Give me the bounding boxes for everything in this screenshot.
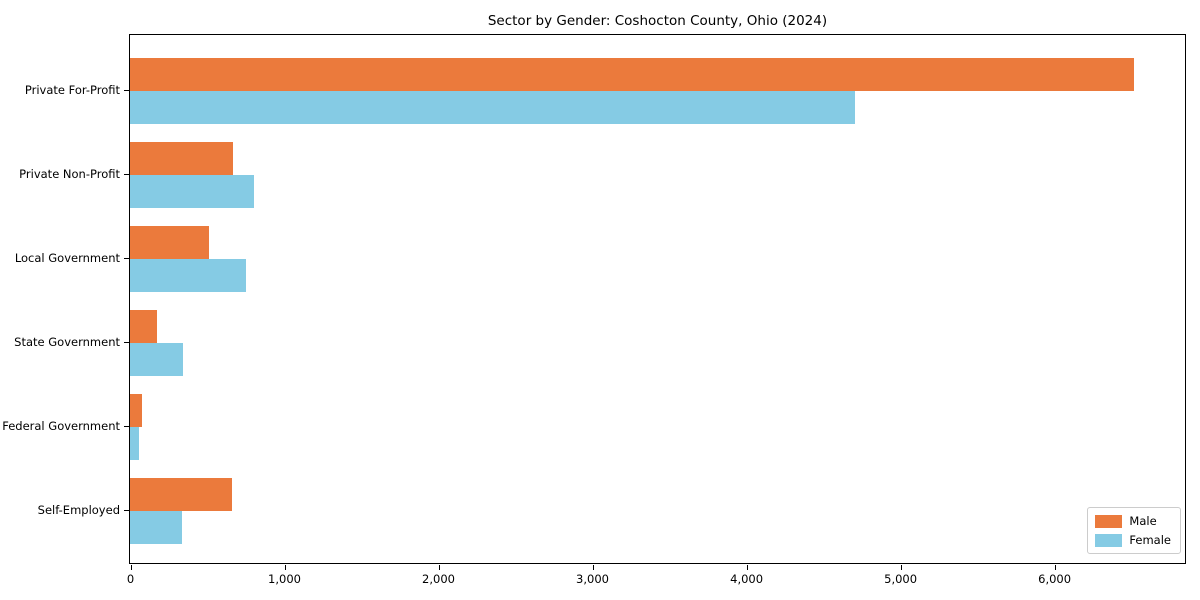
legend-label-male: Male xyxy=(1129,514,1157,528)
bar-female-private-for-profit xyxy=(130,91,856,124)
bar-male-self-employed xyxy=(130,478,233,511)
ytick-mark xyxy=(124,90,129,92)
legend-item-male: Male xyxy=(1095,514,1171,528)
bar-female-local-government xyxy=(130,259,247,292)
ytick-label-federal-government: Federal Government xyxy=(2,419,120,433)
xtick-label-0: 0 xyxy=(126,572,135,586)
legend-swatch-male xyxy=(1095,514,1123,528)
xtick-mark xyxy=(592,565,594,570)
xtick-mark xyxy=(900,565,902,570)
ytick-label-private-non-profit: Private Non-Profit xyxy=(19,167,120,181)
xtick-mark xyxy=(746,565,748,570)
ytick-mark xyxy=(124,174,129,176)
xtick-label-3000: 3,000 xyxy=(576,572,609,586)
bar-male-federal-government xyxy=(130,394,143,427)
xtick-label-1000: 1,000 xyxy=(268,572,301,586)
ytick-label-self-employed: Self-Employed xyxy=(37,503,120,517)
ytick-mark xyxy=(124,342,129,344)
bar-male-private-non-profit xyxy=(130,142,234,175)
bar-male-local-government xyxy=(130,226,209,259)
bar-male-state-government xyxy=(130,310,158,343)
bar-female-private-non-profit xyxy=(130,175,254,208)
legend-label-female: Female xyxy=(1129,533,1171,547)
xtick-label-5000: 5,000 xyxy=(884,572,918,586)
legend: Male Female xyxy=(1087,507,1181,554)
bar-male-private-for-profit xyxy=(130,58,1135,91)
xtick-mark xyxy=(1054,565,1056,570)
plot-area: Male Female xyxy=(129,34,1186,564)
bar-female-self-employed xyxy=(130,511,182,544)
legend-swatch-female xyxy=(1095,533,1123,547)
ytick-mark xyxy=(124,426,129,428)
ytick-mark xyxy=(124,258,129,260)
ytick-label-local-government: Local Government xyxy=(14,251,120,265)
bar-female-federal-government xyxy=(130,427,140,460)
chart-title: Sector by Gender: Coshocton County, Ohio… xyxy=(487,13,828,29)
xtick-mark xyxy=(438,565,440,570)
ytick-label-state-government: State Government xyxy=(14,335,120,349)
xtick-label-4000: 4,000 xyxy=(730,572,764,586)
xtick-label-2000: 2,000 xyxy=(422,572,455,586)
xtick-label-6000: 6,000 xyxy=(1038,572,1072,586)
bar-female-state-government xyxy=(130,343,184,376)
ytick-label-private-for-profit: Private For-Profit xyxy=(24,83,120,97)
xtick-mark xyxy=(284,565,286,570)
legend-item-female: Female xyxy=(1095,533,1171,547)
ytick-mark xyxy=(124,510,129,512)
xtick-mark xyxy=(130,565,132,570)
